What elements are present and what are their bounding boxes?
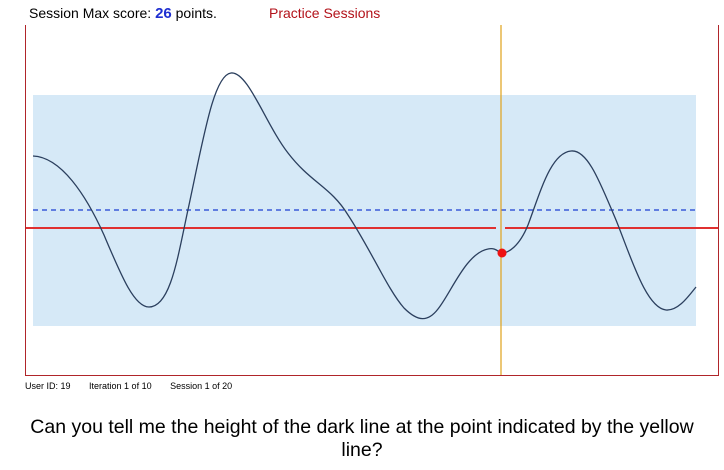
score-value: 26: [155, 5, 172, 22]
iteration-counter: Iteration 1 of 10: [89, 381, 152, 391]
plot-svg[interactable]: [26, 25, 719, 376]
question-prompt: Can you tell me the height of the dark l…: [0, 416, 724, 462]
score-label: Session Max score:: [29, 5, 151, 21]
score-unit: points.: [176, 5, 217, 21]
game-canvas[interactable]: [25, 25, 719, 376]
session-info: User ID: 19 Iteration 1 of 10 Session 1 …: [25, 381, 248, 391]
mode-label: Practice Sessions: [269, 5, 380, 21]
score-header: Session Max score: 26 points. Practice S…: [29, 5, 217, 22]
session-counter: Session 1 of 20: [170, 381, 232, 391]
curve-marker-dot: [498, 249, 507, 258]
user-id: User ID: 19: [25, 381, 71, 391]
